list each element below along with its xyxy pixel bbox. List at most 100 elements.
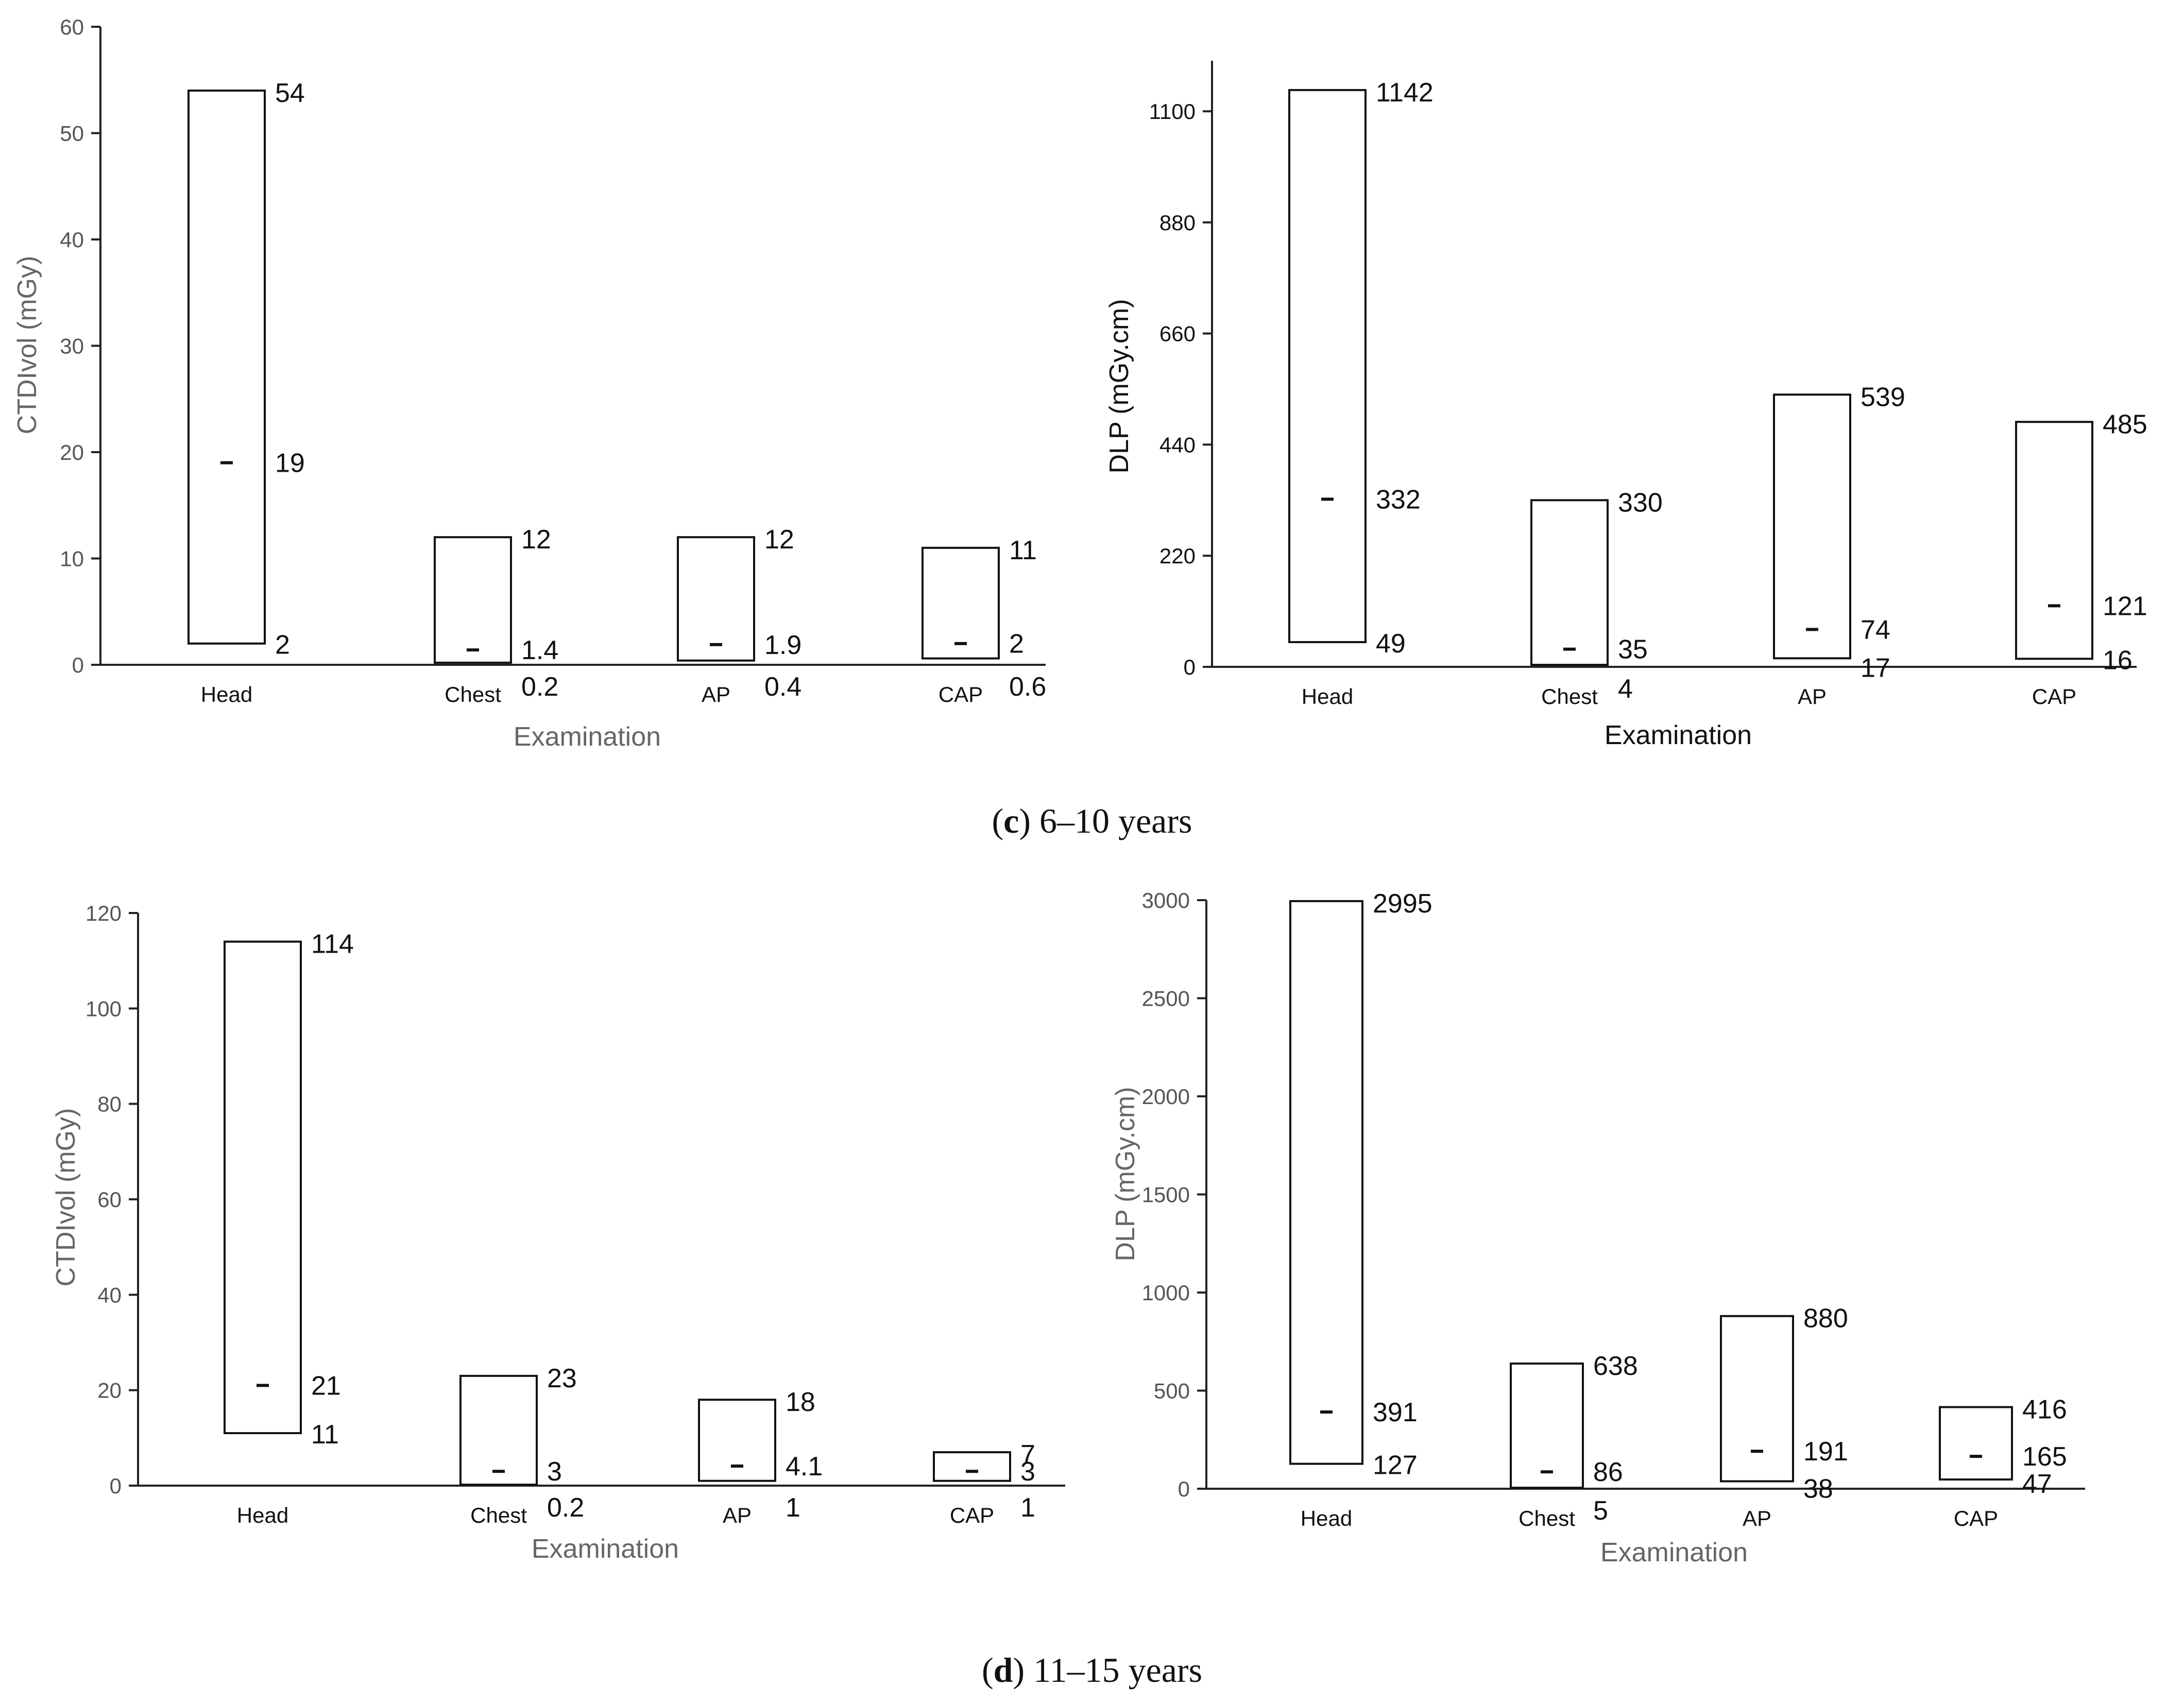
y-tick-label: 1100	[1149, 99, 1196, 124]
category-label: Chest	[1518, 1506, 1575, 1530]
max-value-label: 1142	[1376, 78, 1434, 108]
y-axis-title: DLP (mGy.cm)	[1104, 299, 1134, 474]
caption-d-letter: d	[994, 1650, 1013, 1690]
min-value-label: 0.2	[521, 672, 558, 702]
y-tick-label: 20	[60, 440, 84, 464]
min-value-label: 2	[275, 630, 290, 660]
caption-d-text: 11–15 years	[1025, 1650, 1202, 1690]
category-label: CAP	[2032, 684, 2076, 709]
category-label: AP	[723, 1503, 752, 1527]
range-box	[1510, 1362, 1584, 1489]
max-value-label: 18	[786, 1387, 815, 1417]
y-tick-label: 80	[97, 1092, 122, 1116]
y-tick-label: 120	[86, 901, 122, 925]
median-value-label: 121	[2103, 591, 2147, 621]
range-box	[1530, 499, 1609, 666]
median-value-label: 74	[1861, 615, 1890, 645]
category-label: Head	[1302, 684, 1353, 709]
min-value-label: 47	[2022, 1469, 2052, 1499]
range-box	[224, 940, 302, 1435]
min-value-label: 11	[311, 1420, 339, 1450]
y-tick-label: 100	[86, 996, 122, 1021]
min-value-label: 0.4	[764, 672, 801, 702]
category-label: AP	[1798, 684, 1827, 709]
y-tick-label: 0	[1178, 1477, 1190, 1501]
x-axis-title: Examination	[514, 722, 661, 752]
y-tick-label: 880	[1159, 211, 1196, 235]
max-value-label: 416	[2022, 1395, 2067, 1425]
range-box	[1289, 900, 1363, 1465]
y-tick-label: 1000	[1142, 1281, 1190, 1305]
y-tick-label: 220	[1159, 544, 1196, 568]
median-value-label: 1.9	[764, 630, 801, 660]
max-value-label: 54	[275, 78, 305, 108]
median-value-label: 19	[275, 449, 305, 478]
max-value-label: 11	[1009, 536, 1037, 565]
min-value-label: 38	[1803, 1474, 1833, 1504]
min-value-label: 16	[2103, 645, 2132, 675]
median-value-label: 332	[1376, 485, 1421, 514]
chart-c-dlp: 0 220 440 660 880 1100 DLP (mGy.cm) Examination…	[1104, 61, 2147, 750]
y-tick-label: 0	[72, 653, 84, 677]
min-value-label: 1	[786, 1493, 800, 1523]
x-axis-title: Examination	[532, 1534, 679, 1564]
min-value-label: 1	[1020, 1493, 1035, 1523]
category-label: CAP	[1954, 1506, 1998, 1530]
max-value-label: 114	[311, 929, 354, 959]
median-value-label: 3	[1020, 1457, 1035, 1487]
max-value-label: 539	[1861, 382, 1905, 412]
range-box	[459, 1374, 538, 1486]
median-value-label: 391	[1373, 1398, 1418, 1427]
y-tick-label: 660	[1159, 322, 1196, 346]
y-tick-label: 60	[60, 15, 84, 39]
category-label: AP	[702, 682, 730, 707]
y-tick-label: 40	[97, 1283, 122, 1307]
median-value-label: 21	[311, 1371, 341, 1401]
median-value-label: 3	[547, 1457, 562, 1487]
category-label: Head	[1301, 1506, 1352, 1530]
range-box	[1720, 1315, 1794, 1483]
median-value-label: 191	[1803, 1437, 1848, 1467]
y-tick-label: 10	[60, 547, 84, 571]
median-value-label: 1.4	[521, 635, 558, 665]
category-label: Chest	[1541, 684, 1598, 709]
min-value-label: 0.2	[547, 1493, 584, 1523]
max-value-label: 2995	[1373, 889, 1432, 919]
caption-c-text: 6–10 years	[1031, 801, 1192, 840]
y-tick-label: 2500	[1142, 987, 1190, 1011]
range-box	[677, 536, 755, 662]
category-label: AP	[1743, 1506, 1771, 1530]
min-value-label: 49	[1376, 629, 1406, 659]
y-tick-label: 3000	[1142, 888, 1190, 912]
y-tick-label: 20	[97, 1379, 122, 1403]
y-axis-title: CTDIvol (mGy)	[12, 256, 42, 435]
range-box	[933, 1451, 1011, 1482]
range-box	[434, 536, 512, 664]
x-axis-title: Examination	[1605, 720, 1752, 750]
max-value-label: 23	[547, 1364, 577, 1393]
y-tick-label: 0	[110, 1474, 122, 1498]
range-box	[2015, 421, 2093, 660]
median-value-label: 2	[1009, 629, 1024, 659]
y-tick-label: 30	[60, 334, 84, 358]
max-value-label: 638	[1593, 1351, 1638, 1381]
y-axis-title: DLP (mGy.cm)	[1111, 1087, 1140, 1262]
y-tick-label: 1500	[1142, 1183, 1190, 1207]
x-axis-title: Examination	[1600, 1538, 1748, 1568]
y-tick-label: 40	[60, 228, 84, 252]
y-tick-label: 2000	[1142, 1084, 1190, 1109]
y-tick-label: 0	[1184, 655, 1196, 679]
caption-c: (c) 6–10 years	[992, 801, 1192, 840]
caption-c-letter: c	[1003, 801, 1019, 840]
chart-d-ctdivol: 0 20 40 60 80 100 120 CTDIvol (mGy) Examination H…	[51, 901, 1065, 1564]
y-tick-label: 500	[1154, 1379, 1190, 1403]
min-value-label: 4	[1618, 674, 1633, 704]
max-value-label: 12	[764, 525, 794, 555]
min-value-label: 17	[1861, 653, 1890, 683]
range-box	[922, 546, 1000, 660]
range-box	[1773, 393, 1851, 660]
y-tick-label: 50	[60, 122, 84, 146]
category-label: CAP	[939, 682, 983, 707]
min-value-label: 127	[1373, 1451, 1418, 1480]
